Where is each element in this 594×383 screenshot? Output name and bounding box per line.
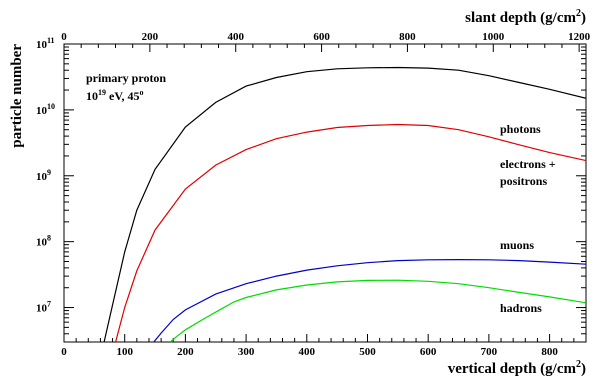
y-tick-label: 1011	[36, 36, 55, 51]
x2-tick-label: 1000	[482, 31, 505, 43]
series-labels: photons electrons + positrons muons hadrons	[500, 122, 556, 315]
x-tick-label: 500	[359, 346, 376, 358]
y-tick-label: 108	[36, 234, 51, 249]
series-line-2	[153, 258, 586, 342]
series-line-1	[115, 123, 586, 342]
y-tick-label: 1010	[36, 102, 55, 117]
x-axis-title: vertical depth (g/cm2)	[448, 359, 586, 377]
annotation-energy: 1019 eV, 45o	[86, 88, 143, 103]
x-tick-label: 100	[116, 346, 133, 358]
x2-tick-label: 400	[227, 31, 244, 43]
x-tick-label: 800	[541, 346, 558, 358]
x-tick-label: 200	[177, 346, 194, 358]
series-line-3	[169, 279, 586, 342]
y-axis-title: particle number	[9, 44, 25, 148]
x-tick-label: 600	[420, 346, 437, 358]
x2-tick-label: 200	[142, 31, 159, 43]
series-label-line2: positrons	[500, 174, 547, 188]
series-label: muons	[500, 238, 534, 252]
x2-axis-title: slant depth (g/cm2)	[465, 8, 586, 26]
series-line-0	[103, 66, 586, 342]
x-tick-label: 700	[481, 346, 498, 358]
series-lines	[103, 66, 586, 342]
annotation-primary: primary proton	[86, 71, 166, 85]
x2-tick-label: 600	[313, 31, 330, 43]
x-tick-label: 300	[238, 346, 255, 358]
x-tick-label: 0	[61, 346, 67, 358]
y-tick-label: 109	[36, 168, 51, 183]
x2-tick-label: 0	[61, 31, 67, 43]
x2-tick-label: 800	[399, 31, 416, 43]
tick-labels: 0 100 200 300 400 500 600 700 800 0 200 400 600 800 10…	[36, 31, 591, 358]
ticks	[63, 43, 587, 343]
series-label: photons	[500, 122, 541, 136]
x2-tick-label: 1200	[568, 31, 591, 43]
series-label: hadrons	[500, 301, 542, 315]
y-tick-label: 107	[36, 300, 51, 315]
x-tick-label: 400	[299, 346, 316, 358]
plot-frame	[63, 43, 587, 343]
series-label: electrons +	[500, 157, 556, 171]
